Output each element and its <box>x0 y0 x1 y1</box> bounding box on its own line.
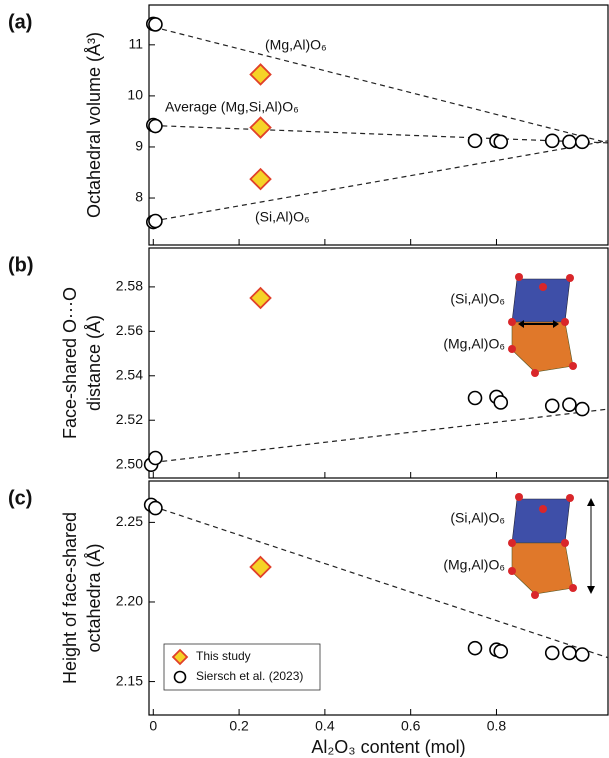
y-tick-label: 2.54 <box>116 366 143 382</box>
diamond-marker <box>249 167 272 191</box>
structure-inset-b <box>508 273 577 377</box>
circle-marker <box>493 644 509 659</box>
panel-c-frame <box>148 480 609 716</box>
trend-label: Average (Mg,Si,Al)O₆ <box>165 99 299 115</box>
circle-marker <box>562 397 577 412</box>
x-tick-label: 0.6 <box>401 718 421 734</box>
y-tick-label: 10 <box>127 87 143 103</box>
circle-marker <box>148 118 163 134</box>
circle-marker <box>574 401 590 417</box>
diamond-marker <box>249 286 272 310</box>
y-tick-label: 2.20 <box>116 593 143 609</box>
circle-marker <box>544 133 560 149</box>
circle-marker <box>574 647 590 662</box>
y-axis-label: distance (Å) <box>84 315 104 411</box>
y-axis-label: octahedra (Å) <box>84 543 104 652</box>
diamond-marker <box>249 116 272 139</box>
y-tick-label: 2.50 <box>116 455 143 471</box>
panel-b-frame <box>148 247 609 479</box>
circle-marker <box>493 134 509 150</box>
circle-marker <box>467 390 483 406</box>
x-tick-label: 0 <box>149 718 157 734</box>
y-tick-label: 2.56 <box>116 322 143 338</box>
circle-marker <box>493 395 509 410</box>
inset-label: (Si,Al)O₆ <box>450 510 505 526</box>
circle-marker <box>544 398 560 414</box>
x-axis-label: Al₂O₃ content (mol) <box>311 737 465 757</box>
legend-box <box>163 643 321 691</box>
panel-label: (b) <box>8 254 34 276</box>
y-tick-label: 2.52 <box>116 411 143 427</box>
trend-line <box>153 26 609 144</box>
diamond-marker <box>249 555 272 579</box>
y-axis-label: Octahedral volume (Å³) <box>84 32 104 218</box>
trend-line <box>153 124 609 144</box>
diamond-marker <box>249 63 272 86</box>
circle-marker <box>148 213 163 229</box>
trend-label: (Mg,Al)O₆ <box>265 37 327 53</box>
x-tick-label: 0.2 <box>229 718 249 734</box>
circle-marker <box>544 645 560 661</box>
legend-label: This study <box>196 649 251 663</box>
legend-marker <box>171 648 189 666</box>
trend-line <box>153 408 609 464</box>
y-tick-label: 9 <box>135 138 143 154</box>
inset-label: (Si,Al)O₆ <box>450 291 505 307</box>
inset-label: (Mg,Al)O₆ <box>443 557 505 573</box>
circle-marker <box>562 134 577 150</box>
y-tick-label: 11 <box>128 36 143 52</box>
y-tick-label: 2.15 <box>116 672 143 688</box>
circle-marker <box>148 17 163 32</box>
inset-label: (Mg,Al)O₆ <box>443 336 505 352</box>
trend-line <box>153 140 609 222</box>
x-tick-label: 0.4 <box>315 718 335 734</box>
circle-marker <box>467 133 483 149</box>
circle-marker <box>562 645 577 661</box>
y-tick-label: 8 <box>135 189 143 205</box>
panel-label: (c) <box>8 487 32 509</box>
circle-marker <box>148 450 163 466</box>
circle-marker <box>148 500 163 516</box>
circle-marker <box>467 640 483 656</box>
legend-label: Siersch et al. (2023) <box>196 669 303 683</box>
y-axis-label: Height of face-shared <box>60 512 80 684</box>
y-tick-label: 2.25 <box>116 513 143 529</box>
x-tick-label: 0.8 <box>487 718 507 734</box>
structure-inset-c <box>508 493 595 599</box>
y-tick-label: 2.58 <box>116 278 143 294</box>
trend-label: (Si,Al)O₆ <box>255 209 310 225</box>
panel-label: (a) <box>8 11 32 33</box>
legend-marker <box>173 670 187 684</box>
trend-line <box>153 505 609 659</box>
circle-marker <box>574 134 590 150</box>
y-axis-label: Face-shared O···O <box>60 287 80 439</box>
